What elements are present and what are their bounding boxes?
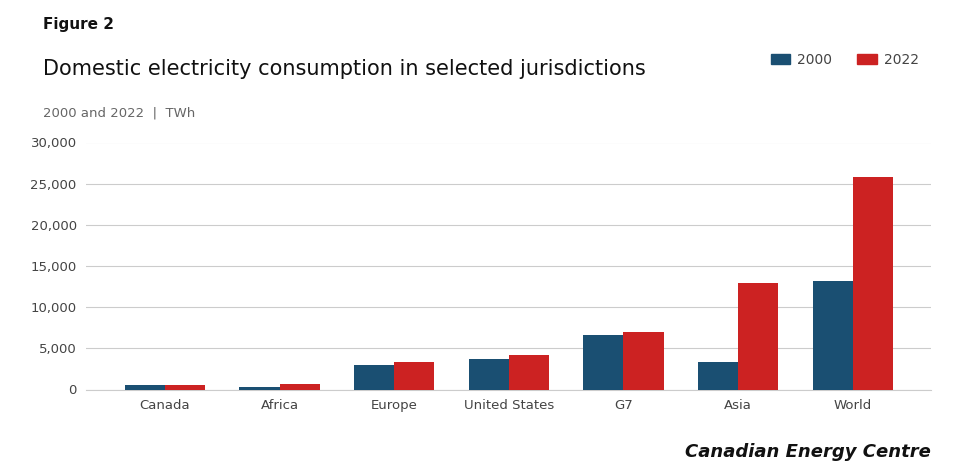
Legend: 2000, 2022: 2000, 2022 [765,48,924,72]
Bar [354,365,395,390]
Text: Figure 2: Figure 2 [43,17,114,32]
Bar [165,385,205,389]
Bar [125,385,165,390]
Text: Canadian Energy Centre: Canadian Energy Centre [685,443,931,461]
Bar [738,283,779,389]
Bar [852,177,893,390]
Text: Domestic electricity consumption in selected jurisdictions: Domestic electricity consumption in sele… [43,59,646,79]
Bar [468,360,509,389]
Bar [395,362,434,389]
Bar [812,281,852,389]
Bar [279,384,320,389]
Bar [623,332,663,390]
Text: 2000 and 2022  |  TWh: 2000 and 2022 | TWh [43,107,196,120]
Bar [239,387,279,390]
Bar [509,355,549,390]
Bar [698,361,738,390]
Bar [584,335,623,389]
